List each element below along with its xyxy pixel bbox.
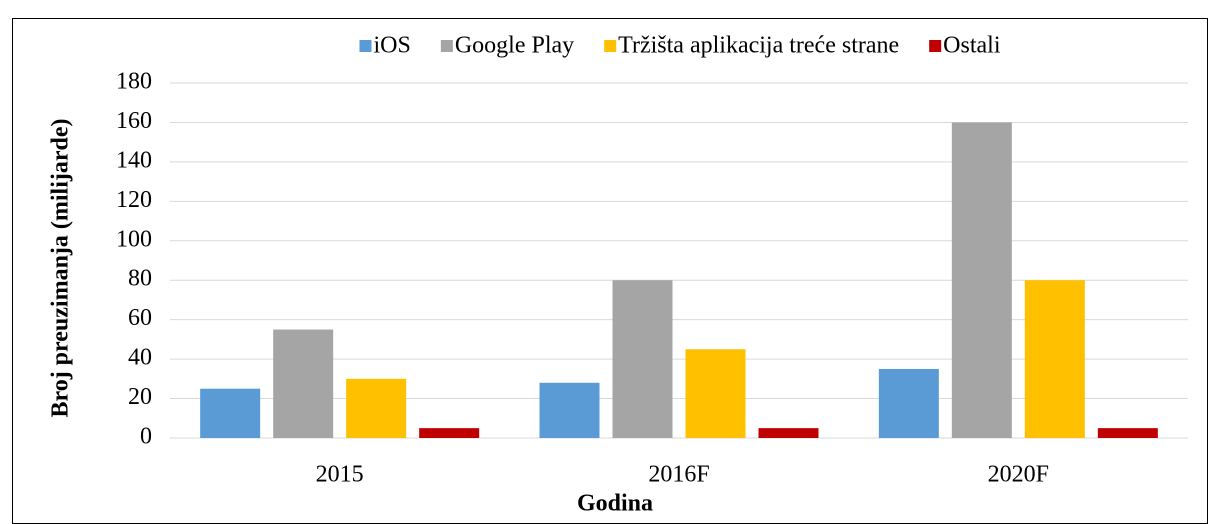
chart-border [12,18,1208,524]
bar [346,378,407,438]
legend-marker [604,40,617,52]
legend-label: iOS [373,33,410,59]
y-tick-label: 20 [128,384,152,410]
x-tick-label: 2015 [316,462,364,488]
bar [758,428,819,438]
bar [878,368,939,438]
y-tick-label: 140 [116,147,152,173]
legend-label: Ostali [943,33,1001,59]
y-tick-label: 40 [128,345,152,371]
y-tick-label: 80 [128,266,152,292]
bar [612,280,673,438]
bar [273,329,334,438]
bar [951,122,1012,438]
y-tick-label: 180 [116,69,152,95]
bar [200,388,261,438]
y-tick-label: 0 [140,424,152,450]
bar [1024,280,1085,438]
y-tick-label: 60 [128,305,152,331]
legend-marker [440,40,453,52]
legend-marker [929,40,942,52]
bar [419,428,480,438]
x-axis-title: Godina [577,491,653,517]
legend-label: Google Play [455,33,574,59]
legend-marker [359,40,372,52]
y-tick-label: 160 [116,108,152,134]
legend-label: Tržišta aplikacija treće strane [618,33,899,59]
y-tick-label: 100 [116,226,152,252]
y-tick-label: 120 [116,187,152,213]
x-tick-label: 2016F [648,462,709,488]
y-axis-title: Broj preuzimanja (milijarde) [48,118,74,417]
bar [685,349,746,438]
x-tick-label: 2020F [988,462,1049,488]
bar [1097,428,1158,438]
bar [539,382,600,438]
